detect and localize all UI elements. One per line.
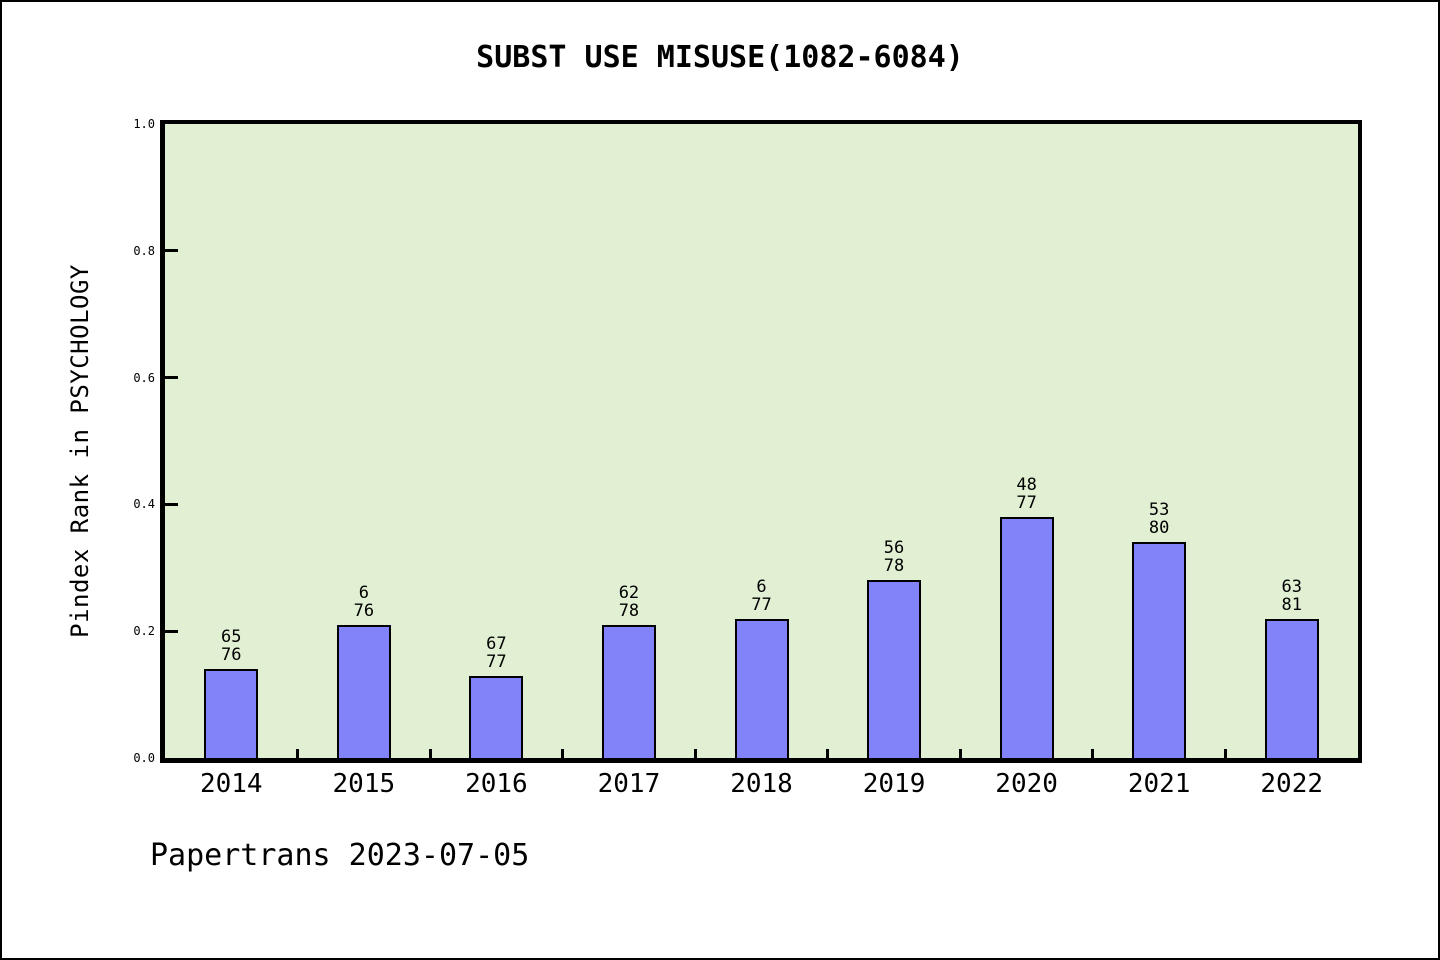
- x-category-label: 2016: [465, 769, 528, 799]
- bar-value-denominator: 78: [883, 556, 905, 576]
- bar: [601, 625, 656, 760]
- chart-title: SUBST USE MISUSE(1082-6084): [476, 40, 964, 75]
- bar-value-numerator: 63: [1281, 577, 1302, 597]
- bar: [999, 517, 1054, 760]
- x-axis-tick: [693, 749, 697, 758]
- bar-value-denominator: 81: [1281, 595, 1302, 615]
- bar-value-label: 67 77: [436, 635, 556, 671]
- bar-value-label: 6 77: [702, 578, 822, 614]
- bar-value-numerator: 56: [883, 538, 905, 558]
- bar: [734, 619, 789, 760]
- bar-value-denominator: 76: [221, 645, 242, 665]
- x-category-label: 2014: [199, 769, 263, 799]
- bar: [336, 625, 391, 760]
- y-axis-tick: [165, 249, 178, 253]
- y-tick-label: 0.0: [133, 751, 155, 765]
- bar-value-label: 56 78: [834, 539, 954, 575]
- y-tick-label: 0.4: [133, 497, 155, 512]
- x-category-label: 2017: [597, 769, 661, 799]
- plot-area: 0.0 0.2 0.4 0.6 0.8 1.0 65 76 2014 6 76 2015 67 77 201…: [133, 117, 1362, 799]
- bar-value-denominator: 78: [618, 601, 640, 621]
- bar-value-denominator: 77: [1016, 493, 1037, 513]
- bar-value-label: 48 77: [967, 476, 1087, 512]
- y-tick-label: 0.8: [133, 243, 155, 258]
- y-axis-tick: [165, 502, 178, 506]
- y-tick-label: 0.2: [133, 624, 155, 639]
- bar-value-denominator: 77: [486, 652, 507, 672]
- bar-value-numerator: 65: [221, 627, 242, 647]
- bar-value-denominator: 77: [751, 595, 772, 615]
- bar: [867, 580, 922, 760]
- footer-watermark: Papertrans 2023-07-05: [150, 838, 530, 873]
- bar-value-numerator: 6: [358, 583, 369, 603]
- bar: [1132, 542, 1187, 760]
- bar-value-label: 62 78: [569, 584, 689, 620]
- x-axis-tick: [1223, 749, 1227, 758]
- bar: [204, 669, 259, 760]
- y-axis-tick: [165, 629, 178, 633]
- bar-value-numerator: 6: [756, 577, 767, 597]
- x-category-label: 2018: [730, 769, 793, 799]
- y-axis-title: Pindex Rank in PSYCHOLOGY: [66, 264, 94, 638]
- y-tick-label: 0.6: [133, 370, 155, 385]
- bar-value-numerator: 67: [486, 634, 507, 654]
- bar-value-label: 53 80: [1099, 501, 1219, 537]
- bar-value-numerator: 48: [1016, 475, 1037, 495]
- bar-value-label: 6 76: [304, 584, 424, 620]
- x-axis-tick: [561, 749, 565, 758]
- x-category-label: 2020: [995, 769, 1058, 799]
- x-axis-tick: [428, 749, 432, 758]
- x-axis-tick: [826, 749, 830, 758]
- bar: [1264, 619, 1319, 760]
- bar: [469, 676, 524, 760]
- bar-value-numerator: 62: [618, 583, 640, 603]
- x-axis-tick: [958, 749, 962, 758]
- x-axis-tick: [296, 749, 300, 758]
- x-category-label: 2021: [1127, 769, 1191, 799]
- bar-value-label: 65 76: [171, 628, 291, 664]
- bar-value-denominator: 80: [1148, 518, 1170, 538]
- x-axis-tick: [1091, 749, 1095, 758]
- bar-value-label: 63 81: [1232, 578, 1352, 614]
- x-category-label: 2022: [1260, 769, 1324, 799]
- bar-value-denominator: 76: [353, 601, 375, 621]
- x-category-label: 2015: [332, 769, 396, 799]
- y-tick-label: 1.0: [133, 117, 155, 131]
- bar-value-numerator: 53: [1148, 500, 1170, 520]
- y-axis-tick: [165, 376, 178, 380]
- x-category-label: 2019: [862, 769, 926, 799]
